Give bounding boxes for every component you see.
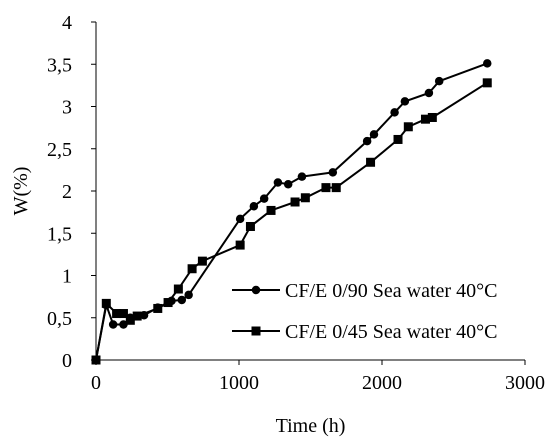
data-point-circle bbox=[482, 59, 492, 68]
x-tick-label: 1000 bbox=[219, 372, 259, 394]
y-tick-label: 2 bbox=[62, 181, 72, 203]
data-point-circle bbox=[424, 88, 434, 98]
x-axis-title: Time (h) bbox=[276, 415, 346, 437]
data-point-square bbox=[331, 183, 341, 193]
data-point-square bbox=[163, 298, 173, 308]
series-1 bbox=[91, 59, 492, 365]
data-point-square bbox=[403, 122, 413, 132]
data-point-square bbox=[393, 134, 403, 144]
legend-label: CF/E 0/45 Sea water 40°C bbox=[285, 321, 497, 343]
legend-item: CF/E 0/90 Sea water 40°C bbox=[232, 280, 497, 302]
data-point-square bbox=[153, 303, 163, 313]
data-point-circle bbox=[184, 290, 193, 300]
y-tick-label: 1,5 bbox=[47, 223, 72, 245]
data-point-square bbox=[125, 315, 135, 325]
data-point-circle bbox=[235, 214, 245, 224]
data-point-square bbox=[251, 326, 261, 336]
data-point-square bbox=[266, 205, 276, 215]
data-point-circle bbox=[434, 76, 444, 86]
data-point-circle bbox=[283, 179, 293, 189]
data-point-circle bbox=[177, 295, 187, 305]
series-2 bbox=[91, 78, 492, 365]
data-point-square bbox=[118, 309, 128, 319]
data-point-square bbox=[91, 355, 101, 365]
data-point-square bbox=[420, 114, 430, 124]
ticks: 0 0,5 1 1,5 2 2,5 3 3,5 4 0 1000 2000 3000 bbox=[47, 12, 545, 394]
data-point-circle bbox=[369, 130, 379, 139]
data-point-circle bbox=[249, 201, 259, 211]
data-point-square bbox=[132, 311, 142, 321]
data-point-square bbox=[290, 197, 300, 207]
x-tick-label: 3000 bbox=[505, 372, 545, 394]
data-point-circle bbox=[273, 178, 283, 187]
data-point-square bbox=[300, 193, 310, 203]
y-tick-label: 0,5 bbox=[47, 308, 72, 330]
series-line bbox=[95, 81, 488, 361]
data-point-square bbox=[366, 157, 376, 167]
data-point-square bbox=[101, 298, 111, 308]
plot-area bbox=[91, 59, 492, 365]
series-line bbox=[95, 62, 488, 361]
data-point-circle bbox=[119, 320, 128, 329]
data-point-circle bbox=[328, 168, 338, 177]
x-tick-label: 0 bbox=[91, 372, 101, 394]
y-tick-label: 2,5 bbox=[47, 139, 72, 161]
y-tick-label: 3,5 bbox=[47, 54, 72, 76]
data-point-circle bbox=[251, 285, 261, 295]
data-point-circle bbox=[400, 97, 410, 106]
data-point-circle bbox=[259, 194, 269, 203]
y-axis-title: W(%) bbox=[10, 167, 32, 216]
legend: CF/E 0/90 Sea water 40°C CF/E 0/45 Sea wa… bbox=[232, 280, 497, 343]
data-point-circle bbox=[108, 320, 118, 329]
y-tick-label: 1 bbox=[62, 266, 72, 288]
data-point-square bbox=[173, 284, 183, 294]
data-point-square bbox=[321, 183, 331, 193]
data-point-square bbox=[427, 112, 437, 122]
data-point-square bbox=[482, 78, 492, 88]
y-tick-label: 0 bbox=[62, 350, 72, 372]
x-tick-label: 2000 bbox=[362, 372, 402, 394]
y-tick-label: 3 bbox=[62, 97, 72, 119]
data-point-circle bbox=[390, 108, 399, 117]
y-tick-label: 4 bbox=[62, 12, 72, 34]
legend-label: CF/E 0/90 Sea water 40°C bbox=[285, 280, 497, 302]
data-point-square bbox=[197, 256, 207, 266]
data-point-square bbox=[187, 264, 197, 274]
data-point-circle bbox=[297, 172, 307, 181]
data-point-circle bbox=[362, 136, 372, 146]
legend-item: CF/E 0/45 Sea water 40°C bbox=[232, 321, 497, 343]
data-point-square bbox=[245, 221, 255, 231]
data-point-square bbox=[112, 309, 122, 319]
data-point-square bbox=[235, 240, 245, 250]
